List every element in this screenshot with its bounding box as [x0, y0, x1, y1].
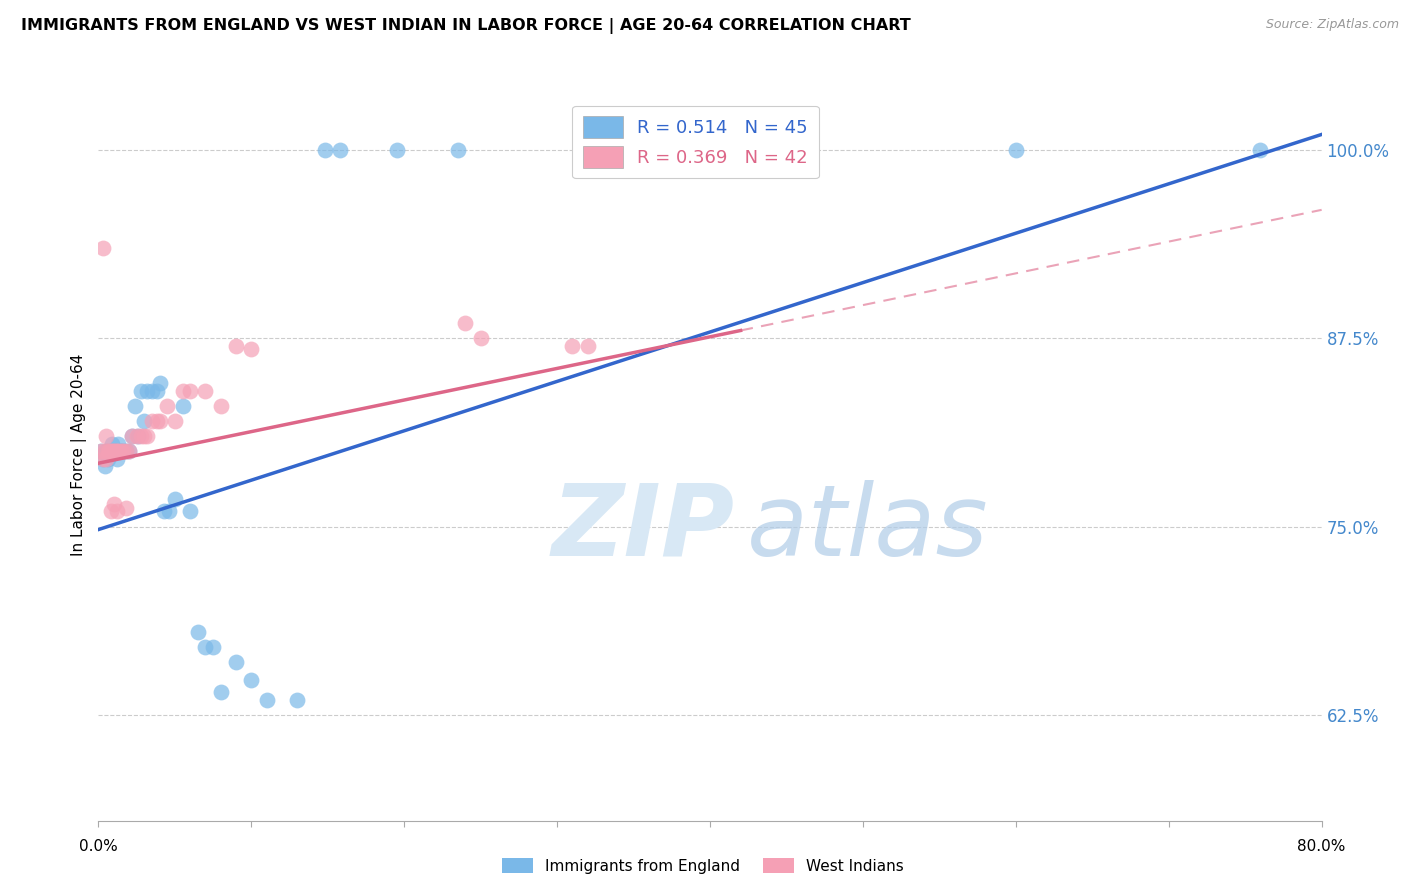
Point	[91, 451, 114, 466]
Point	[103, 444, 125, 458]
Point	[94, 444, 117, 458]
Point	[145, 414, 167, 428]
Point	[156, 399, 179, 413]
Point	[121, 429, 143, 443]
Point	[121, 429, 143, 443]
Point	[118, 444, 141, 458]
Point	[115, 444, 138, 458]
Point	[93, 444, 115, 458]
Point	[385, 143, 408, 157]
Legend: Immigrants from England, West Indians: Immigrants from England, West Indians	[496, 852, 910, 880]
Point	[107, 436, 129, 450]
Point	[94, 429, 117, 443]
Point	[125, 429, 148, 443]
Point	[240, 342, 263, 356]
Point	[101, 436, 124, 450]
Point	[115, 444, 138, 458]
Point	[225, 655, 247, 669]
Point	[136, 429, 159, 443]
Point	[141, 384, 163, 398]
Point	[157, 504, 180, 518]
Point	[194, 384, 217, 398]
Point	[110, 444, 132, 458]
Point	[103, 497, 125, 511]
Point	[97, 451, 120, 466]
Point	[179, 504, 201, 518]
Point	[104, 444, 127, 458]
Point	[240, 673, 263, 688]
Point	[149, 414, 172, 428]
Text: ZIP: ZIP	[551, 480, 734, 576]
Point	[111, 444, 134, 458]
Text: Source: ZipAtlas.com: Source: ZipAtlas.com	[1265, 18, 1399, 31]
Point	[105, 451, 128, 466]
Point	[103, 444, 125, 458]
Point	[98, 444, 121, 458]
Point	[225, 338, 247, 352]
Point	[98, 444, 121, 458]
Point	[129, 429, 152, 443]
Point	[118, 444, 141, 458]
Point	[90, 444, 112, 458]
Legend: R = 0.514   N = 45, R = 0.369   N = 42: R = 0.514 N = 45, R = 0.369 N = 42	[572, 105, 818, 178]
Point	[202, 640, 225, 655]
Point	[172, 384, 194, 398]
Point	[153, 504, 176, 518]
Text: atlas: atlas	[747, 480, 988, 576]
Point	[172, 399, 194, 413]
Point	[100, 444, 122, 458]
Point	[97, 444, 120, 458]
Point	[100, 444, 122, 458]
Point	[1249, 143, 1271, 157]
Point	[194, 640, 217, 655]
Point	[561, 338, 583, 352]
Point	[329, 143, 352, 157]
Point	[104, 444, 127, 458]
Point	[100, 504, 122, 518]
Point	[134, 429, 156, 443]
Point	[187, 625, 209, 640]
Point	[93, 459, 115, 474]
Point	[285, 693, 308, 707]
Point	[447, 143, 470, 157]
Point	[576, 338, 599, 352]
Point	[110, 444, 132, 458]
Point	[94, 451, 117, 466]
Point	[179, 384, 201, 398]
Point	[91, 451, 114, 466]
Point	[209, 399, 232, 413]
Point	[107, 444, 129, 458]
Point	[127, 429, 149, 443]
Point	[115, 501, 138, 516]
Point	[111, 444, 134, 458]
Point	[134, 414, 156, 428]
Text: 0.0%: 0.0%	[79, 838, 118, 854]
Point	[145, 384, 167, 398]
Point	[470, 331, 492, 345]
Point	[105, 444, 128, 458]
Text: 80.0%: 80.0%	[1298, 838, 1346, 854]
Point	[454, 316, 477, 330]
Point	[163, 492, 186, 507]
Point	[141, 414, 163, 428]
Point	[101, 444, 124, 458]
Point	[136, 384, 159, 398]
Point	[256, 693, 278, 707]
Point	[163, 414, 186, 428]
Point	[105, 504, 128, 518]
Point	[124, 399, 146, 413]
Point	[90, 444, 112, 458]
Point	[1004, 143, 1026, 157]
Point	[129, 384, 152, 398]
Point	[108, 444, 131, 458]
Point	[209, 685, 232, 699]
Y-axis label: In Labor Force | Age 20-64: In Labor Force | Age 20-64	[72, 354, 87, 556]
Text: IMMIGRANTS FROM ENGLAND VS WEST INDIAN IN LABOR FORCE | AGE 20-64 CORRELATION CH: IMMIGRANTS FROM ENGLAND VS WEST INDIAN I…	[21, 18, 911, 34]
Point	[314, 143, 336, 157]
Point	[91, 241, 114, 255]
Point	[149, 376, 172, 391]
